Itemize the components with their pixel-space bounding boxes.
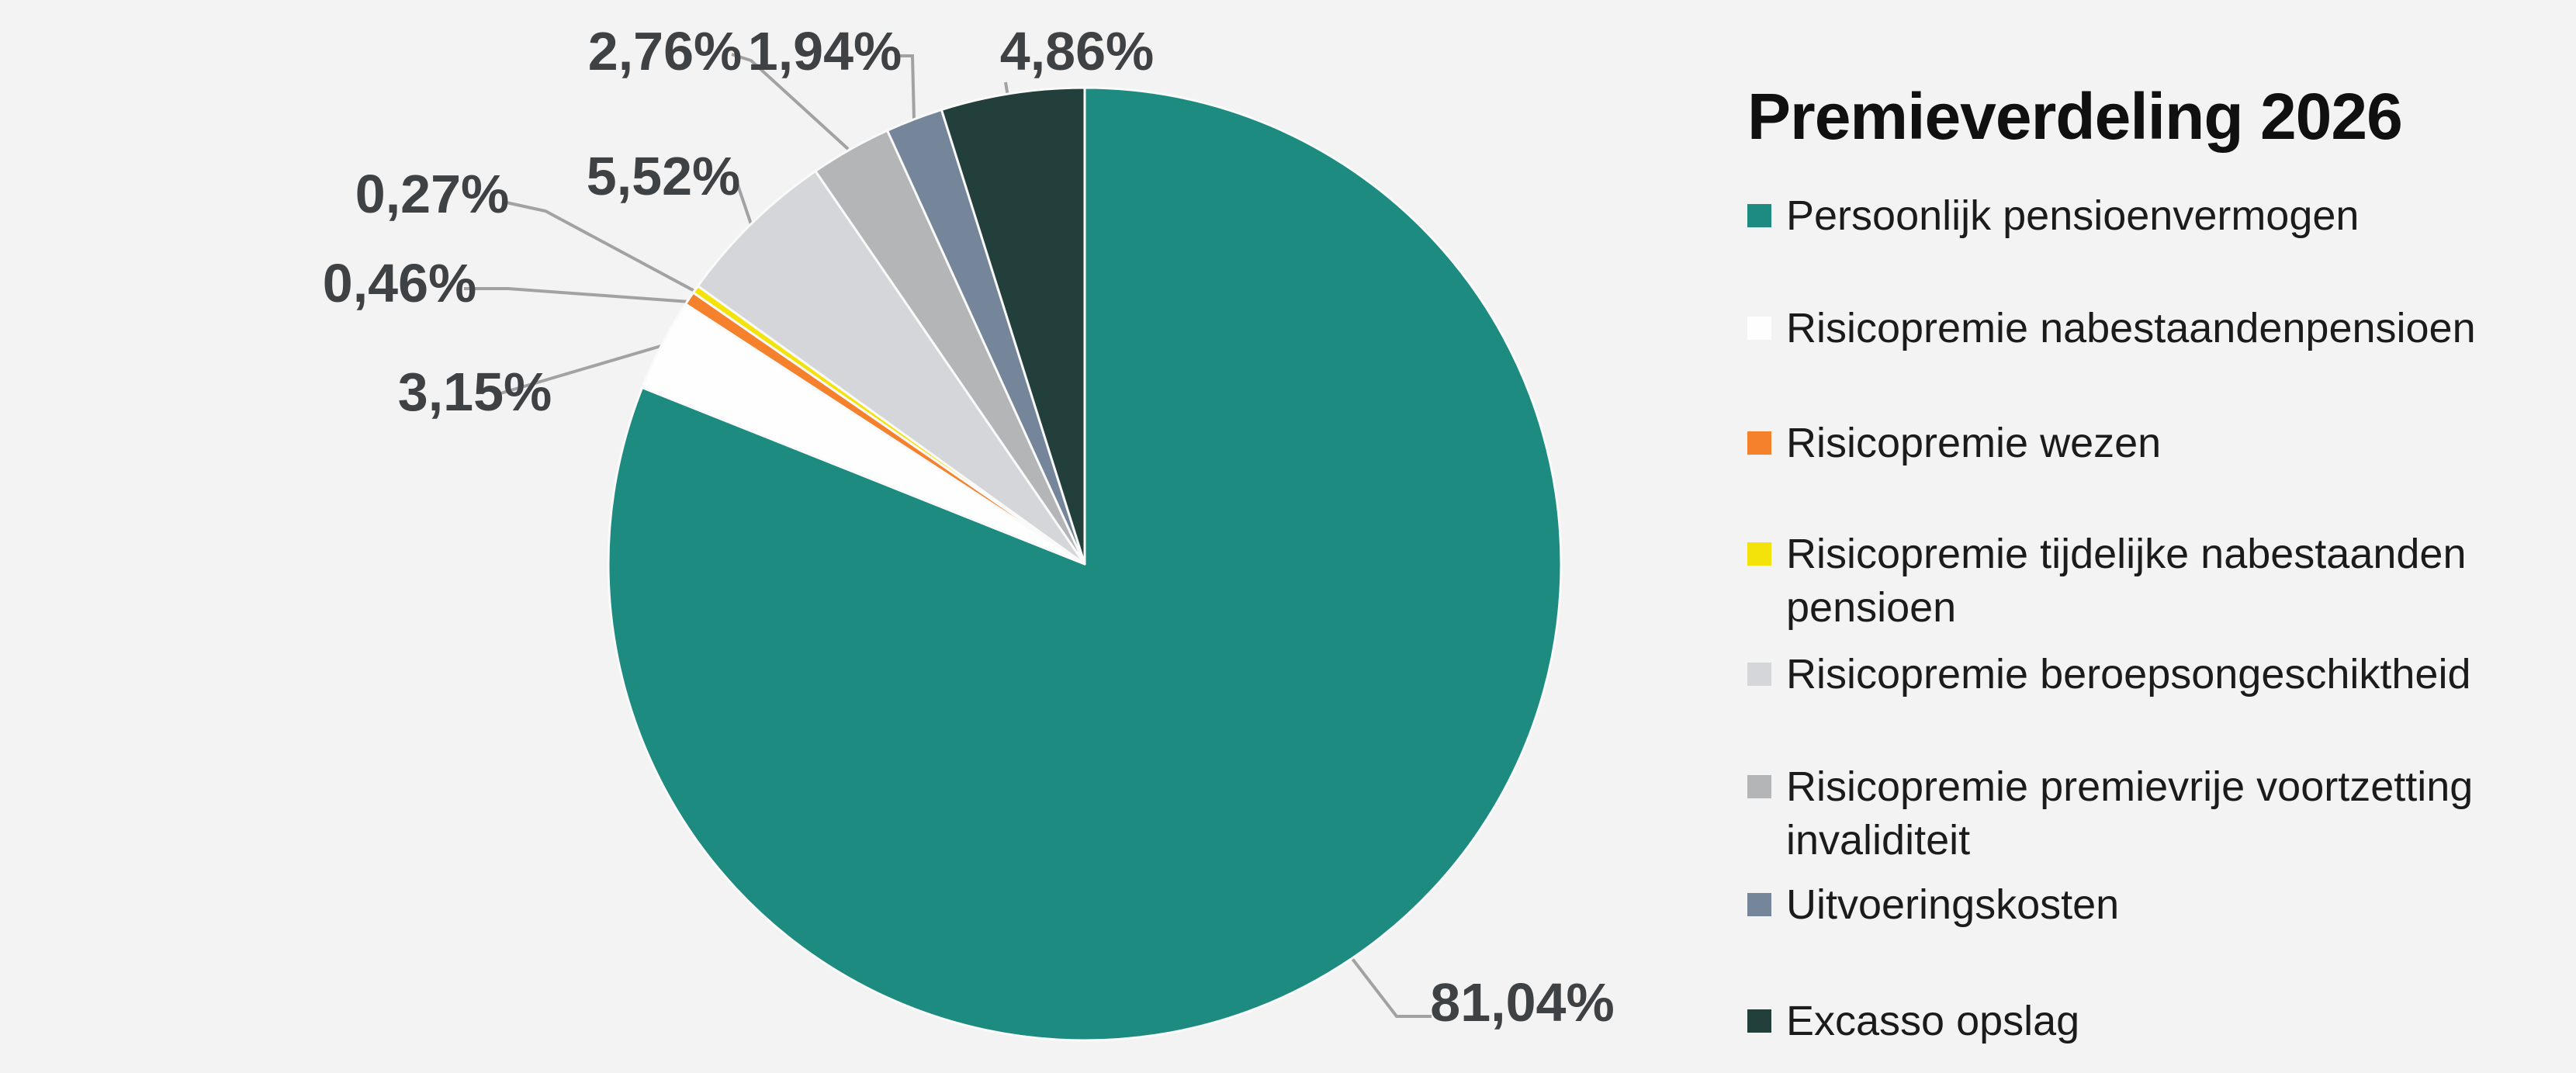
pie-slices	[607, 86, 1563, 1042]
legend-item-label: Uitvoeringskosten	[1786, 881, 2120, 928]
legend-swatch-icon	[1747, 431, 1771, 455]
legend-swatch-icon	[1747, 663, 1771, 686]
leader-lines	[464, 53, 1432, 1018]
legend-item-label: Persoonlijk pensioenvermogen	[1786, 192, 2360, 239]
legend-swatch-icon	[1747, 1009, 1771, 1033]
legend-item-wezen: Risicopremie wezen	[1747, 417, 2161, 470]
slice-label-nabestaandenpensioen: 3,15%	[397, 362, 552, 422]
legend-swatch-icon	[1747, 893, 1771, 916]
legend-swatch-icon	[1747, 542, 1771, 566]
slice-label-persoonlijk-pensioenvermogen: 81,04%	[1430, 972, 1615, 1033]
pie-slice-4	[696, 169, 1086, 566]
leader-line-4	[734, 178, 753, 225]
legend-item-label: Risicopremie premievrije voortzetting in…	[1786, 763, 2474, 864]
legend-item-excasso-opslag: Excasso opslag	[1747, 995, 2079, 1048]
slice-label-wezen: 0,46%	[322, 253, 477, 313]
slice-label-excasso-opslag: 4,86%	[999, 21, 1155, 81]
leader-line-0	[1349, 954, 1432, 1018]
page-title: Premieverdeling 2026	[1747, 80, 2403, 154]
legend-item-uitvoeringskosten: Uitvoeringskosten	[1747, 878, 2119, 932]
leader-line-1	[500, 342, 670, 395]
legend-item-label: Risicopremie nabestaandenpensioen	[1786, 305, 2476, 351]
legend-item-persoonlijk-pensioenvermogen: Persoonlijk pensioenvermogen	[1747, 189, 2359, 243]
pie-slice-7	[940, 86, 1086, 566]
slice-label-uitvoeringskosten: 1,94%	[747, 21, 902, 81]
slice-label-beroepsongeschiktheid: 5,52%	[586, 146, 741, 206]
legend-item-label: Risicopremie wezen	[1786, 420, 2162, 466]
leader-line-6	[895, 54, 916, 120]
legend-item-label: Risicopremie beroepsongeschiktheid	[1786, 651, 2471, 697]
legend-swatch-icon	[1747, 775, 1771, 798]
legend-swatch-icon	[1747, 317, 1771, 340]
legend-item-premievrije-voortzetting: Risicopremie premievrije voortzetting in…	[1747, 760, 2473, 867]
leader-line-3	[502, 200, 695, 292]
legend-item-label: Risicopremie tijdelijke nabestaanden pen…	[1786, 531, 2467, 631]
leader-line-2	[464, 287, 691, 303]
leader-line-5	[731, 53, 850, 151]
legend-item-nabestaandenpensioen: Risicopremie nabestaandenpensioen	[1747, 302, 2476, 355]
legend-item-beroepsongeschiktheid: Risicopremie beroepsongeschiktheid	[1747, 648, 2470, 701]
slice-label-premievrije-voortzetting: 2,76%	[587, 21, 743, 81]
legend-item-tijdelijke-nabestaanden: Risicopremie tijdelijke nabestaanden pen…	[1747, 528, 2467, 635]
legend-item-label: Excasso opslag	[1786, 998, 2080, 1044]
legend-swatch-icon	[1747, 204, 1771, 227]
slice-label-tijdelijke-nabestaanden: 0,27%	[355, 164, 510, 224]
